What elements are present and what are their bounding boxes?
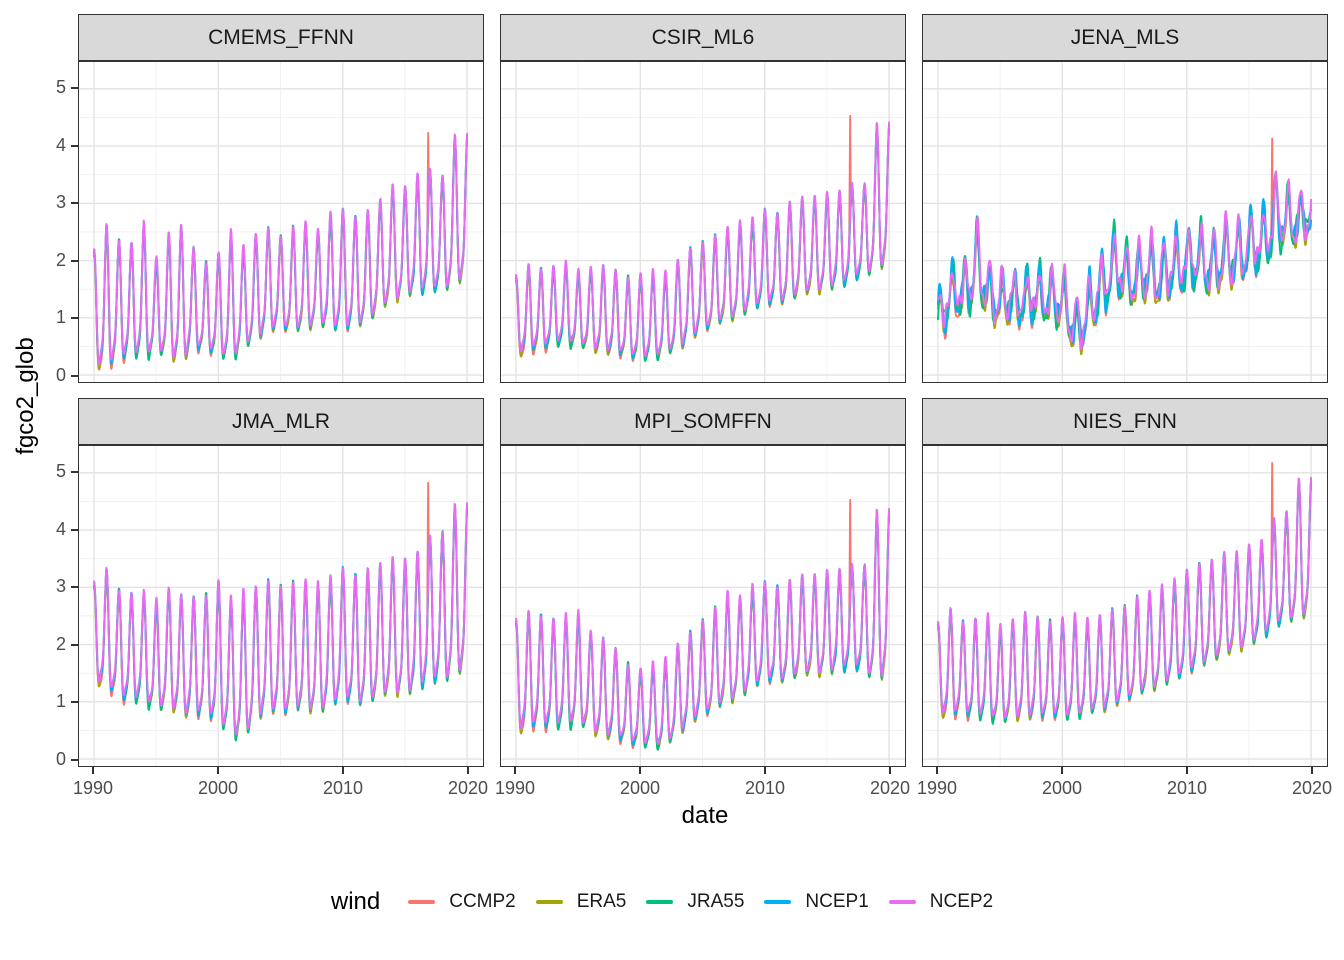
y-tick-mark [71, 528, 78, 531]
x-tick-label: 2010 [1166, 778, 1208, 798]
x-tick-mark [639, 767, 641, 774]
x-tick-mark [467, 767, 469, 774]
y-tick-mark [71, 202, 78, 205]
y-tick-label: 4 [55, 134, 66, 155]
y-tick-mark [71, 759, 78, 761]
facet-panel-jma-mlr [78, 445, 484, 767]
y-tick-label: 4 [55, 518, 66, 539]
x-tick-label: 2020 [447, 778, 489, 798]
x-tick-label: 2000 [619, 778, 661, 798]
facet-panel-mpi-somffn [500, 445, 906, 767]
x-tick-mark [936, 767, 938, 774]
facet-strip-nies-fnn: NIES_FNN [922, 398, 1328, 445]
legend-label: CCMP2 [449, 891, 516, 912]
legend-item-ncep1: NCEP1 [764, 891, 869, 913]
facet-panel-nies-fnn [922, 445, 1328, 767]
y-tick-label: 2 [55, 249, 66, 270]
series-line-ncep2 [92, 502, 469, 736]
legend-item-ncep2: NCEP2 [888, 891, 994, 913]
series-line-ncep2 [92, 132, 469, 366]
x-tick-label: 2020 [1291, 778, 1333, 798]
facet-panel-cmems-ffnn [78, 61, 484, 383]
facet-title: JENA_MLS [1070, 25, 1180, 49]
legend-label: ERA5 [576, 891, 627, 912]
y-tick-label: 3 [55, 576, 66, 597]
y-axis-title: fgco2_glob [12, 337, 39, 455]
facet-title: JMA_MLR [231, 409, 331, 433]
x-tick-label: 1990 [916, 778, 958, 798]
line-plot-nies-fnn [923, 446, 1327, 766]
legend-key-line-icon [408, 900, 436, 904]
y-tick-mark [71, 586, 78, 589]
legend-item-era5: ERA5 [535, 891, 627, 913]
x-tick-label: 2000 [197, 778, 239, 798]
line-plot-cmems-ffnn [79, 62, 483, 382]
series-line-ncep2 [514, 507, 891, 745]
facet-title: CMEMS_FFNN [208, 25, 354, 49]
y-tick-mark [71, 259, 78, 262]
facet-panel-csir-ml6 [500, 61, 906, 383]
facet-title: CSIR_ML6 [651, 25, 755, 49]
y-tick-label: 5 [55, 461, 66, 481]
y-tick-label: 0 [55, 365, 66, 385]
legend-item-ccmp2: CCMP2 [408, 891, 516, 913]
y-tick-mark [71, 701, 78, 704]
series-line-ncep2 [936, 476, 1313, 719]
y-tick-label: 0 [55, 749, 66, 769]
legend-title: wind [330, 888, 381, 915]
legend-label: NCEP1 [805, 891, 869, 912]
x-tick-mark [217, 767, 219, 774]
y-tick-label: 5 [55, 77, 66, 97]
legend-items: CCMP2 ERA5 JRA55 NCEP1 NCEP2 [408, 891, 1013, 913]
x-tick-mark [1061, 767, 1063, 774]
x-tick-mark [514, 767, 516, 774]
facet-title: NIES_FNN [1073, 409, 1177, 433]
x-tick-mark [342, 767, 344, 774]
x-tick-label: 2000 [1041, 778, 1083, 798]
x-axis-title: date [681, 802, 729, 829]
legend-key-line-icon [646, 900, 674, 904]
series-line-ncep2 [936, 170, 1313, 351]
series-line-ncep2 [514, 121, 891, 358]
facet-strip-jma-mlr: JMA_MLR [78, 398, 484, 445]
x-tick-mark [92, 767, 94, 774]
y-tick-label: 1 [55, 691, 66, 712]
legend-label: NCEP2 [929, 891, 994, 912]
facet-strip-cmems-ffnn: CMEMS_FFNN [78, 14, 484, 61]
facet-strip-jena-mls: JENA_MLS [922, 14, 1328, 61]
x-tick-label: 2020 [869, 778, 911, 798]
x-tick-label: 2010 [744, 778, 786, 798]
y-tick-mark [71, 317, 78, 320]
legend-label: JRA55 [687, 891, 745, 912]
x-tick-mark [1311, 767, 1313, 774]
facet-strip-mpi-somffn: MPI_SOMFFN [500, 398, 906, 445]
line-plot-jma-mlr [79, 446, 483, 766]
x-tick-mark [1186, 767, 1188, 774]
y-tick-mark [71, 375, 78, 377]
x-tick-label: 1990 [72, 778, 114, 798]
y-tick-mark [71, 471, 78, 473]
facet-panel-jena-mls [922, 61, 1328, 383]
line-plot-csir-ml6 [501, 62, 905, 382]
line-plot-mpi-somffn [501, 446, 905, 766]
y-tick-label: 3 [55, 192, 66, 213]
y-tick-label: 1 [55, 307, 66, 328]
facet-strip-csir-ml6: CSIR_ML6 [500, 14, 906, 61]
y-tick-mark [71, 643, 78, 646]
y-tick-label: 2 [55, 633, 66, 654]
x-tick-mark [889, 767, 891, 774]
y-tick-mark [71, 144, 78, 147]
legend-key-line-icon [535, 900, 563, 904]
x-tick-label: 1990 [494, 778, 536, 798]
legend-key-line-icon [764, 900, 792, 904]
facet-title: MPI_SOMFFN [634, 409, 772, 433]
y-tick-mark [71, 87, 78, 89]
line-plot-jena-mls [923, 62, 1327, 382]
x-tick-label: 2010 [322, 778, 364, 798]
legend-key-line-icon [888, 900, 916, 904]
x-tick-mark [764, 767, 766, 774]
legend: wind CCMP2 ERA5 JRA55 NCEP1 NCEP2 [0, 888, 1344, 916]
legend-item-jra55: JRA55 [646, 891, 744, 913]
